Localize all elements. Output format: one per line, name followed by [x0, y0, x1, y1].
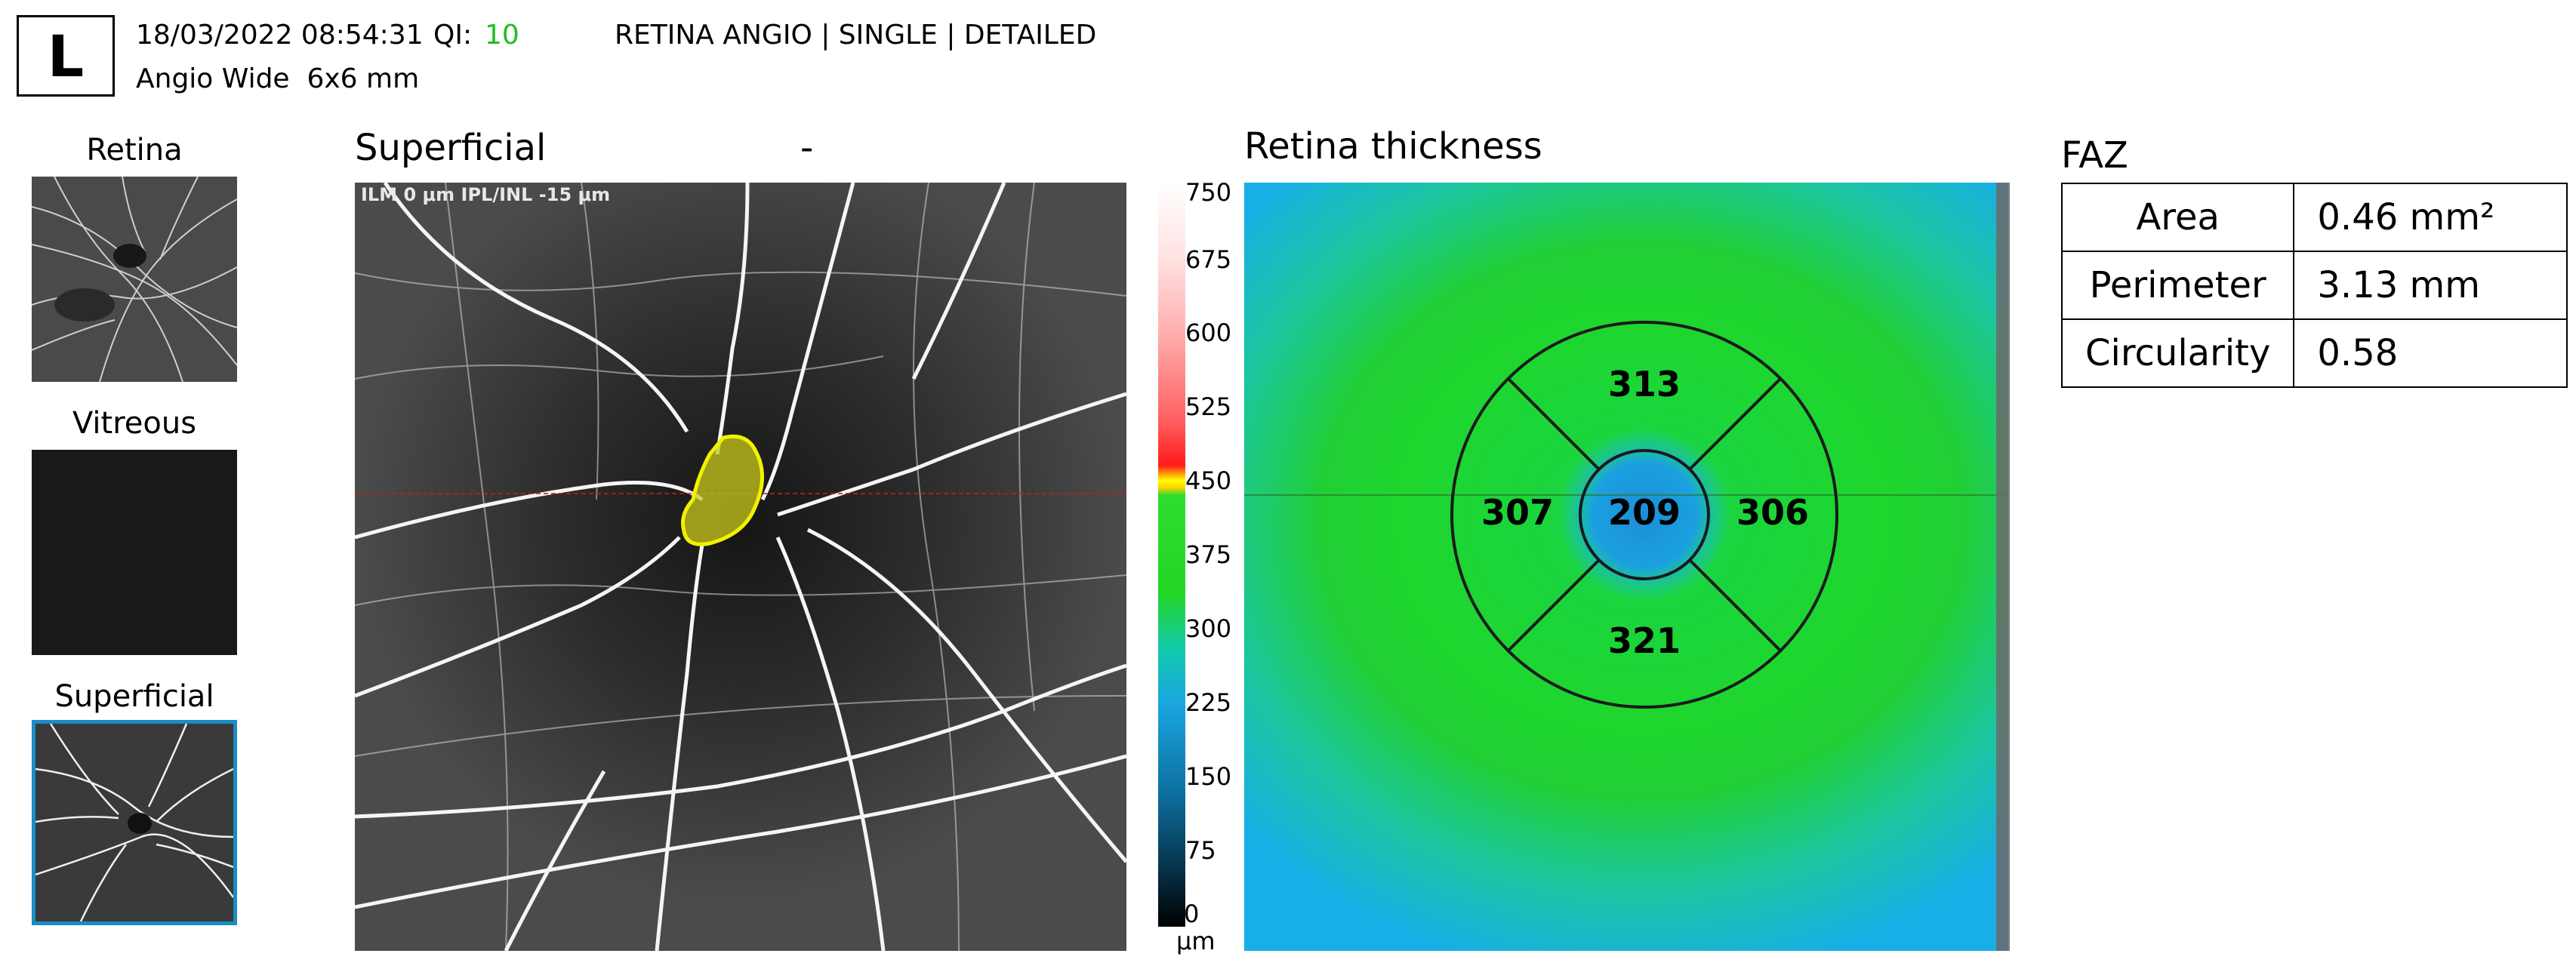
thickness-color-scale [1158, 183, 1185, 927]
thumb-title-vitreous: Vitreous [72, 406, 197, 441]
faz-value: 0.46 mm² [2293, 183, 2568, 252]
sector-inferior: 321 [1607, 620, 1681, 661]
sector-temporal: 306 [1736, 492, 1810, 533]
scan-mode: RETINA ANGIO | SINGLE | DETAILED [615, 20, 1097, 51]
faz-label: Circularity [2060, 318, 2295, 388]
scale-tick: 150 [1185, 762, 1232, 791]
scale-tick: 0 [1184, 900, 1200, 928]
scale-unit: μm [1176, 927, 1216, 955]
scale-tick: 525 [1185, 392, 1232, 421]
scale-tick: 225 [1185, 688, 1232, 717]
eye-badge: L [17, 15, 115, 97]
thumb-superficial-selected[interactable] [32, 720, 237, 925]
scale-tick: 375 [1185, 540, 1232, 569]
thumb-retina[interactable] [32, 177, 237, 382]
map-edge-strip [1996, 183, 2010, 951]
qi-label: QI: [433, 20, 473, 51]
header-datetime: 18/03/2022 08:54:31 [136, 20, 424, 51]
faz-row-circularity: Circularity 0.58 [2060, 318, 2568, 388]
sector-superior: 313 [1607, 364, 1681, 404]
angio-title: Superficial [355, 127, 547, 169]
scale-tick: 750 [1185, 178, 1232, 207]
faz-row-perimeter: Perimeter 3.13 mm [2060, 251, 2568, 320]
superficial-angiogram[interactable] [355, 183, 1126, 951]
thumb-title-retina: Retina [86, 133, 183, 168]
layer-range-label: ILM 0 μm IPL/INL -15 μm [361, 184, 611, 205]
thickness-title: Retina thickness [1244, 125, 1542, 168]
sector-nasal: 307 [1481, 492, 1555, 533]
faz-value: 0.58 [2293, 318, 2568, 388]
scale-tick: 675 [1185, 245, 1232, 274]
faz-title: FAZ [2061, 134, 2128, 177]
scale-tick: 300 [1185, 614, 1232, 643]
angio-dash: - [800, 127, 814, 169]
sector-center: 209 [1607, 492, 1681, 533]
faz-row-area: Area 0.46 mm² [2060, 183, 2568, 252]
thumb-vitreous[interactable] [32, 450, 237, 655]
retina-thickness-map[interactable] [1244, 183, 2008, 951]
scale-tick: 450 [1185, 466, 1232, 495]
faz-label: Area [2060, 183, 2295, 252]
faz-table: Area 0.46 mm² Perimeter 3.13 mm Circular… [2060, 183, 2568, 388]
qi-value: 10 [485, 20, 519, 51]
faz-label: Perimeter [2060, 251, 2295, 320]
scale-tick: 600 [1185, 318, 1232, 347]
scan-type: Angio Wide 6x6 mm [136, 63, 420, 94]
scale-tick: 75 [1185, 836, 1216, 865]
thumb-title-superficial: Superficial [54, 679, 214, 714]
faz-value: 3.13 mm [2293, 251, 2568, 320]
